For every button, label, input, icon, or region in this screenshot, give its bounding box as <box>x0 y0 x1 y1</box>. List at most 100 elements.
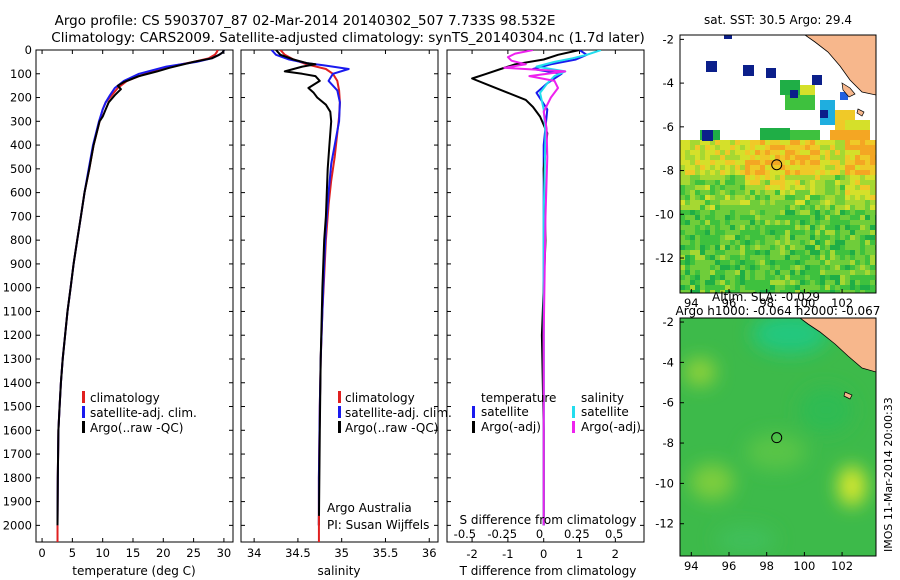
sst-cell <box>850 205 855 210</box>
sst-cell <box>850 200 855 205</box>
sst-cell <box>855 285 860 290</box>
sst-cell <box>855 240 860 245</box>
sst-cell <box>815 255 820 260</box>
sst-cell <box>870 170 875 175</box>
sst-cell <box>840 260 845 265</box>
sst-cell <box>855 155 860 160</box>
sst-cell <box>705 270 710 275</box>
sst-cell <box>695 230 700 235</box>
sst-cell <box>720 260 725 265</box>
sst-patch <box>790 130 820 140</box>
sst-cell <box>685 140 690 145</box>
sst-cell <box>850 165 855 170</box>
secondary-x-tick-label: -0.5 <box>454 527 476 541</box>
sst-cloud-cell <box>766 68 776 78</box>
sst-cell <box>750 280 755 285</box>
sst-cell <box>715 270 720 275</box>
sst-cell <box>830 155 835 160</box>
sst-cell <box>865 215 870 220</box>
sst-cell <box>820 150 825 155</box>
sst-cell <box>720 270 725 275</box>
sst-cell <box>865 210 870 215</box>
sst-cell <box>760 235 765 240</box>
x-tick-label: 35 <box>334 546 349 560</box>
sst-cell <box>870 260 875 265</box>
legend-label-satellite: satellite-adj. clim. <box>90 406 197 420</box>
sst-cell <box>700 250 705 255</box>
sst-cell <box>860 235 865 240</box>
sst-cell <box>840 280 845 285</box>
sst-cell <box>800 145 805 150</box>
sst-cell <box>835 265 840 270</box>
sst-cell <box>790 150 795 155</box>
sst-cell <box>770 225 775 230</box>
sst-cell <box>730 280 735 285</box>
sst-cell <box>700 240 705 245</box>
sst-cell <box>845 285 850 290</box>
sst-cell <box>795 255 800 260</box>
sst-cell <box>725 155 730 160</box>
sst-cell <box>785 280 790 285</box>
sst-cell <box>690 230 695 235</box>
sst-cell <box>685 165 690 170</box>
sst-cell <box>775 150 780 155</box>
sst-cell <box>695 180 700 185</box>
sst-cell <box>805 140 810 145</box>
sst-cell <box>790 265 795 270</box>
sst-cell <box>715 190 720 195</box>
sst-cell <box>685 250 690 255</box>
sst-cell <box>860 185 865 190</box>
sst-cell <box>830 175 835 180</box>
sst-cell <box>840 215 845 220</box>
sst-cell <box>710 260 715 265</box>
sst-cell <box>710 145 715 150</box>
sst-cell <box>820 265 825 270</box>
sst-cell <box>840 180 845 185</box>
sst-cell <box>700 165 705 170</box>
sst-cell <box>755 190 760 195</box>
sst-cell <box>725 280 730 285</box>
sla-map-frame <box>679 317 877 557</box>
sst-cell <box>865 175 870 180</box>
sst-cell <box>805 150 810 155</box>
sst-cell <box>780 145 785 150</box>
sst-cell <box>785 165 790 170</box>
sst-cell <box>860 180 865 185</box>
sst-cell <box>800 245 805 250</box>
sst-cell <box>785 205 790 210</box>
sst-cell <box>805 175 810 180</box>
sst-cell <box>700 200 705 205</box>
sst-cell <box>725 290 730 293</box>
sst-cell <box>765 250 770 255</box>
sst-cell <box>765 280 770 285</box>
sst-cell <box>700 265 705 270</box>
sst-cell <box>715 260 720 265</box>
sst-cell <box>805 265 810 270</box>
sst-cell <box>835 185 840 190</box>
sst-cell <box>785 185 790 190</box>
sst-cell <box>855 275 860 280</box>
sst-cell <box>745 175 750 180</box>
sst-cell <box>755 285 760 290</box>
sst-cell <box>820 180 825 185</box>
sst-cell <box>840 220 845 225</box>
sst-cell <box>685 270 690 275</box>
sst-cell <box>690 165 695 170</box>
sst-cell <box>815 150 820 155</box>
sst-cell <box>860 255 865 260</box>
sst-cell <box>705 195 710 200</box>
sst-cell <box>710 225 715 230</box>
sst-cell <box>705 290 710 293</box>
sst-cell <box>855 150 860 155</box>
sst-cell <box>830 250 835 255</box>
sst-cell <box>775 240 780 245</box>
sst-cell <box>715 145 720 150</box>
sst-cell <box>820 170 825 175</box>
sst-cell <box>865 240 870 245</box>
sst-cell <box>835 235 840 240</box>
sst-cell <box>780 220 785 225</box>
sst-cell <box>695 170 700 175</box>
sst-cell <box>680 230 685 235</box>
sst-cell <box>770 250 775 255</box>
